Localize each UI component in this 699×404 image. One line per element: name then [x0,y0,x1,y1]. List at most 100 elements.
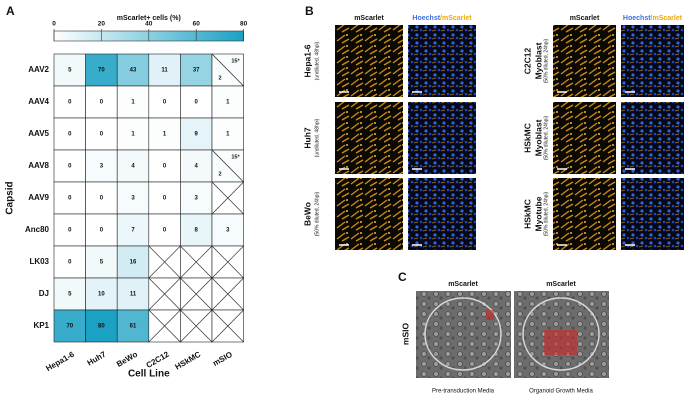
colorbar-tick-label: 20 [98,21,106,28]
panel-label: A [6,4,15,18]
channel-label: Hoechst/mScarlet [412,15,472,22]
row-condition: (50% diluted, 24hpi) [543,191,549,236]
y-axis-label: Capsid [5,181,16,214]
row-label: HSkMC [522,123,532,153]
row-condition: (undiluted, 48hpi) [314,118,320,157]
cross [211,277,244,311]
cell-value: 8 [195,228,199,234]
cell-value: 0 [195,100,199,106]
cross [180,277,213,311]
cell-value: 70 [98,68,105,74]
y-tick-label: LK03 [29,257,49,266]
heatmap-cell [85,149,118,183]
heatmap-cell [180,149,213,183]
micrograph [621,178,684,250]
x-tick-label: Huh7 [86,349,108,367]
micrograph [335,102,403,174]
split-value-label: 15* [231,154,240,160]
cell-value: 2 [218,171,221,177]
channel-label: mScarlet [354,15,384,22]
channel-label: Hoechst/mScarlet [623,15,683,22]
heatmap-cell [180,117,213,151]
cell-value: 7 [131,228,135,234]
merge-label: /mScarlet [440,15,472,22]
cell-value: 5 [100,260,104,266]
organoid [522,297,600,371]
channel-label: mScarlet [546,281,576,288]
cell-value: 0 [68,100,72,106]
micrograph [408,102,476,174]
row-condition: (50% diluted, 24hpi) [543,38,549,83]
colorbar-label: mScarlet+ cells (%) [117,15,181,22]
heatmap-cell [148,85,181,119]
cell-value: 61 [130,324,137,330]
row-condition: (undiluted, 48hpi) [314,41,320,80]
signal [544,330,577,355]
cell-value: 10 [98,292,105,298]
heatmap-cell [85,277,118,311]
y-tick-label: AAV8 [28,161,49,170]
split-line [211,53,244,87]
cross [148,309,181,343]
cell-value: 2 [218,75,221,81]
row-label: Myoblast [533,42,543,79]
cell-value: 3 [195,196,199,202]
cross [148,245,181,279]
micrograph [335,178,403,250]
cell-value: 0 [68,164,72,170]
cell-value: 4 [195,164,199,170]
cell-value: 5 [68,292,72,298]
micrograph [553,178,616,250]
cell-value: 0 [100,196,104,202]
cross [180,309,213,343]
cell-value: 70 [66,324,73,330]
heatmap-cell [85,53,118,87]
row-condition: (50% diluted, 24hpi) [543,115,549,160]
heatmap-cell [116,117,150,151]
signal [486,310,494,320]
heatmap-cell [53,117,86,151]
heatmap-cell [211,213,244,247]
heatmap-cell [148,117,181,151]
cell-value: 1 [226,100,230,106]
cell-value: 0 [163,164,167,170]
heatmap-cell [53,309,86,343]
cell-value: 1 [163,132,167,138]
y-tick-label: AAV9 [28,193,49,202]
row-label: Myoblast [533,119,543,156]
y-tick-label: DJ [39,289,49,298]
row-label: HSkMC [522,199,532,229]
cell-value: 0 [100,132,104,138]
heatmap-cell [116,85,150,119]
heatmap-cell [85,309,118,343]
panel-label: B [305,4,314,18]
cell-value: 0 [68,196,72,202]
heatmap-cell [53,149,86,183]
cell-value: 11 [161,68,168,74]
row-label: Hepa1-6 [302,44,312,77]
heatmap-cell [211,117,244,151]
cross [211,245,244,279]
heatmap-cell [180,85,213,119]
row-label: Huh7 [302,127,312,149]
cell-value: 9 [195,132,199,138]
y-tick-label: Anc80 [25,225,50,234]
cell-value: 16 [130,260,137,266]
cell-value: 43 [130,68,137,74]
cell-value: 4 [131,164,135,170]
x-tick-label: Hepa1-6 [44,349,76,373]
x-tick-label: mSIO [211,350,234,368]
heatmap-cell [53,213,86,247]
cell-value: 1 [226,132,230,138]
cell-value: 80 [98,324,105,330]
micrograph [553,102,616,174]
cell-value: 0 [100,100,104,106]
heatmap-cell [116,277,150,311]
cell-value: 37 [193,68,200,74]
cross [211,181,244,215]
cell-value: 3 [100,164,104,170]
split-value-label: 15* [231,58,240,64]
row-label: BeWo [302,202,312,226]
merge-label: /mScarlet [651,15,683,22]
micrograph [621,25,684,97]
